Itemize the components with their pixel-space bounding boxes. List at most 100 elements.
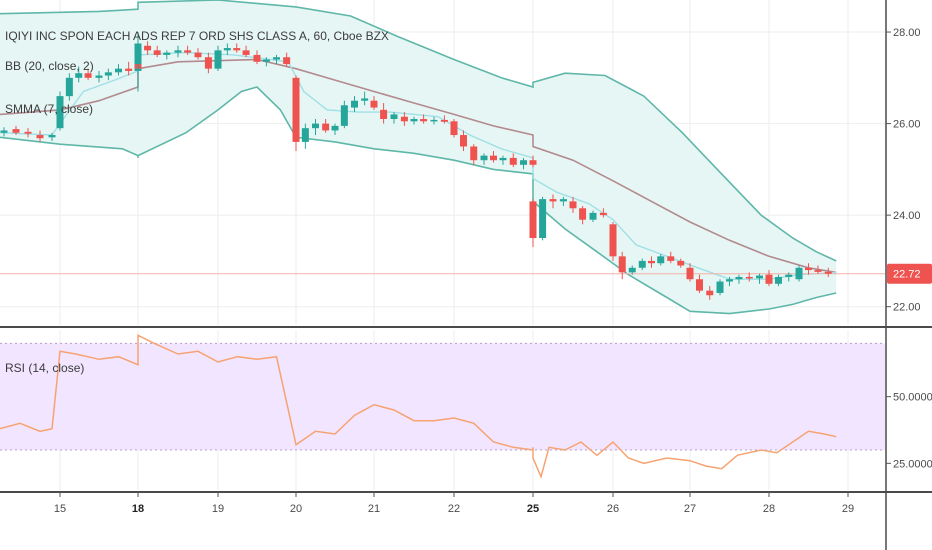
- bb-legend[interactable]: BB (20, close, 2): [5, 59, 94, 73]
- candle-body: [657, 256, 665, 264]
- candle-body: [370, 100, 378, 108]
- candle-body: [774, 276, 782, 284]
- price-axis-label: 24.00: [893, 210, 921, 222]
- candle-body: [340, 105, 348, 126]
- candle-body: [695, 279, 703, 291]
- candle-body: [520, 160, 528, 165]
- time-axis-label: 18: [132, 503, 144, 515]
- candle-body: [163, 52, 171, 55]
- time-axis-label: 22: [448, 503, 460, 515]
- candle-body: [184, 50, 192, 53]
- candle-body: [262, 59, 270, 62]
- candle-body: [361, 98, 369, 101]
- candle-body: [745, 276, 753, 279]
- last-price-tag: 22.72: [887, 263, 932, 284]
- candle-body: [390, 114, 398, 120]
- candle-body: [677, 260, 685, 266]
- candle-body: [242, 50, 250, 55]
- candle-body: [509, 157, 517, 165]
- candle-body: [785, 274, 793, 277]
- candle-body: [618, 256, 626, 273]
- candle-body: [569, 201, 577, 209]
- candle-body: [283, 57, 291, 65]
- price-axis-label: 22.00: [893, 302, 921, 314]
- candle-body: [56, 96, 64, 129]
- candle-body: [144, 45, 152, 51]
- candle-body: [75, 73, 83, 78]
- candle-body: [95, 75, 103, 78]
- candle-body: [450, 121, 458, 136]
- candle-body: [726, 279, 733, 282]
- candle-body: [253, 54, 261, 62]
- smma-legend[interactable]: SMMA (7, close): [5, 102, 93, 116]
- candle-body: [104, 72, 112, 76]
- candlesticks: [0, 32, 832, 300]
- candle-body: [351, 100, 358, 108]
- candle-body: [765, 274, 773, 284]
- candle-body: [84, 73, 92, 78]
- candle-body: [292, 77, 300, 142]
- candle-body: [194, 52, 202, 58]
- candle-body: [579, 208, 587, 220]
- candle-body: [322, 123, 330, 131]
- candle-body: [36, 135, 44, 139]
- candle-body: [223, 48, 231, 51]
- candle-body: [756, 275, 764, 279]
- candle-body: [529, 201, 537, 239]
- candle-body: [824, 271, 832, 274]
- candle-body: [380, 109, 388, 120]
- candle-body: [735, 276, 743, 280]
- candle-body: [559, 199, 567, 202]
- candle-body: [400, 116, 408, 122]
- rsi-line: [0, 334, 837, 479]
- candle-body: [233, 48, 241, 51]
- candle-body: [420, 119, 428, 122]
- bollinger-upper-band: [0, 0, 837, 262]
- candle-body: [214, 50, 222, 69]
- candle-body: [65, 77, 73, 97]
- candle-body: [440, 119, 448, 122]
- time-axis-label: 21: [368, 503, 380, 515]
- time-axis-label: 27: [684, 503, 696, 515]
- time-axis-label: 15: [54, 503, 66, 515]
- candle-body: [273, 57, 280, 60]
- candle-body: [539, 199, 547, 239]
- rsi-axis-label: 25.0000: [893, 458, 932, 470]
- candle-body: [480, 155, 488, 161]
- candle-body: [301, 128, 309, 142]
- price-axis-label: 28.00: [893, 27, 921, 39]
- candle-body: [204, 57, 212, 69]
- rsi-band-fill: [0, 343, 885, 450]
- time-axis-label: 29: [842, 503, 854, 515]
- candle-body: [638, 260, 646, 268]
- candle-body: [648, 260, 655, 264]
- candle-body: [609, 224, 617, 257]
- candle-body: [134, 43, 142, 65]
- price-axis[interactable]: 22.00 24.00 26.00 28.00: [886, 27, 921, 314]
- candle-body: [153, 50, 161, 55]
- rsi-axis[interactable]: 25.0000 50.0000: [886, 392, 932, 471]
- time-axis[interactable]: 15 18 19 20 21 22 25 26 27 28 29: [54, 492, 854, 515]
- candle-body: [48, 135, 56, 138]
- candle-body: [805, 267, 812, 271]
- candle-body: [706, 290, 714, 296]
- candle-body: [115, 68, 122, 73]
- candle-body: [312, 123, 319, 129]
- time-axis-label: 25: [527, 503, 539, 515]
- candle-body: [410, 119, 418, 122]
- candle-body: [686, 267, 694, 280]
- candle-body: [795, 267, 803, 280]
- candle-body: [814, 270, 822, 272]
- time-axis-label: 20: [290, 503, 302, 515]
- rsi-legend[interactable]: RSI (14, close): [5, 361, 84, 375]
- symbol-legend[interactable]: IQIYI INC SPON EACH ADS REP 7 ORD SHS CL…: [5, 29, 389, 43]
- candle-body: [499, 157, 507, 161]
- candle-body: [24, 131, 32, 134]
- candle-body: [125, 68, 133, 71]
- rsi-axis-label: 50.0000: [893, 392, 932, 404]
- candle-body: [599, 212, 607, 216]
- last-price-tag-background: [887, 263, 932, 284]
- candle-body: [667, 256, 675, 261]
- candle-body: [490, 155, 497, 161]
